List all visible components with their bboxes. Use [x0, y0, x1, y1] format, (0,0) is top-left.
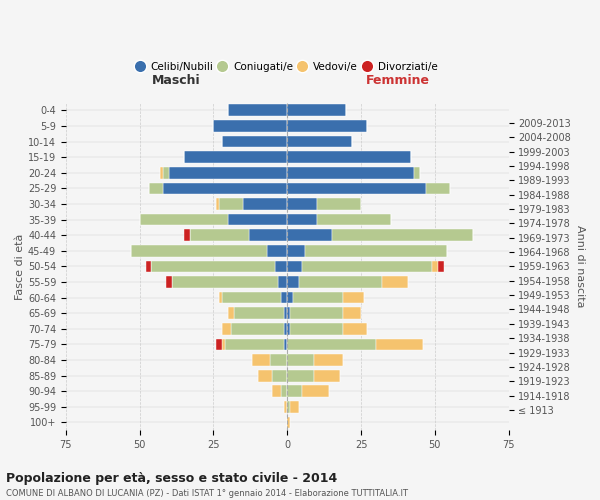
Bar	[166, 276, 172, 288]
Y-axis label: Fasce di età: Fasce di età	[15, 233, 25, 300]
Bar	[287, 276, 299, 288]
Bar	[314, 370, 340, 382]
Bar	[332, 230, 473, 241]
Bar	[287, 182, 426, 194]
Bar	[190, 230, 249, 241]
Bar	[314, 354, 343, 366]
Bar	[131, 245, 266, 256]
Bar	[228, 104, 287, 116]
Text: COMUNE DI ALBANO DI LUCANIA (PZ) - Dati ISTAT 1° gennaio 2014 - Elaborazione TUT: COMUNE DI ALBANO DI LUCANIA (PZ) - Dati …	[6, 488, 408, 498]
Bar	[281, 386, 287, 397]
Bar	[223, 338, 225, 350]
Bar	[252, 354, 269, 366]
Bar	[293, 292, 343, 304]
Text: Popolazione per età, sesso e stato civile - 2014: Popolazione per età, sesso e stato civil…	[6, 472, 337, 485]
Bar	[184, 230, 190, 241]
Bar	[243, 198, 287, 210]
Bar	[438, 260, 444, 272]
Bar	[287, 386, 302, 397]
Bar	[160, 167, 163, 178]
Bar	[376, 338, 423, 350]
Bar	[287, 198, 317, 210]
Bar	[287, 230, 332, 241]
Bar	[258, 370, 272, 382]
Bar	[234, 308, 284, 319]
Bar	[426, 182, 449, 194]
Bar	[287, 338, 376, 350]
Bar	[317, 214, 391, 226]
Bar	[302, 386, 329, 397]
Y-axis label: Anni di nascita: Anni di nascita	[575, 225, 585, 308]
Bar	[163, 182, 287, 194]
Text: Maschi: Maschi	[152, 74, 201, 87]
Bar	[220, 198, 243, 210]
Bar	[272, 386, 281, 397]
Bar	[302, 260, 432, 272]
Bar	[269, 354, 287, 366]
Bar	[151, 260, 275, 272]
Bar	[287, 152, 411, 163]
Bar	[287, 245, 305, 256]
Bar	[287, 308, 290, 319]
Bar	[287, 104, 346, 116]
Bar	[228, 214, 287, 226]
Bar	[287, 136, 352, 147]
Bar	[299, 276, 382, 288]
Bar	[228, 308, 234, 319]
Bar	[343, 292, 364, 304]
Bar	[284, 308, 287, 319]
Bar	[146, 260, 151, 272]
Bar	[287, 401, 290, 412]
Bar	[287, 354, 314, 366]
Bar	[414, 167, 420, 178]
Bar	[287, 167, 414, 178]
Bar	[223, 323, 231, 334]
Bar	[223, 136, 287, 147]
Bar	[382, 276, 408, 288]
Bar	[281, 292, 287, 304]
Bar	[266, 245, 287, 256]
Bar	[140, 214, 228, 226]
Bar	[278, 276, 287, 288]
Bar	[275, 260, 287, 272]
Bar	[290, 308, 343, 319]
Bar	[249, 230, 287, 241]
Bar	[287, 214, 317, 226]
Bar	[217, 338, 223, 350]
Bar	[305, 245, 446, 256]
Bar	[343, 323, 367, 334]
Bar	[220, 292, 223, 304]
Bar	[149, 182, 163, 194]
Bar	[217, 198, 220, 210]
Bar	[284, 323, 287, 334]
Bar	[231, 323, 284, 334]
Bar	[290, 401, 299, 412]
Bar	[287, 323, 290, 334]
Bar	[343, 308, 361, 319]
Bar	[287, 120, 367, 132]
Bar	[223, 292, 281, 304]
Bar	[272, 370, 287, 382]
Bar	[287, 370, 314, 382]
Bar	[287, 416, 290, 428]
Bar	[284, 401, 287, 412]
Bar	[290, 323, 343, 334]
Bar	[287, 292, 293, 304]
Bar	[163, 167, 169, 178]
Bar	[432, 260, 438, 272]
Bar	[214, 120, 287, 132]
Bar	[284, 338, 287, 350]
Bar	[169, 167, 287, 178]
Legend: Celibi/Nubili, Coniugati/e, Vedovi/e, Divorziati/e: Celibi/Nubili, Coniugati/e, Vedovi/e, Di…	[134, 58, 440, 75]
Text: Femmine: Femmine	[366, 74, 430, 87]
Bar	[184, 152, 287, 163]
Bar	[172, 276, 278, 288]
Bar	[317, 198, 361, 210]
Bar	[225, 338, 284, 350]
Bar	[287, 260, 302, 272]
